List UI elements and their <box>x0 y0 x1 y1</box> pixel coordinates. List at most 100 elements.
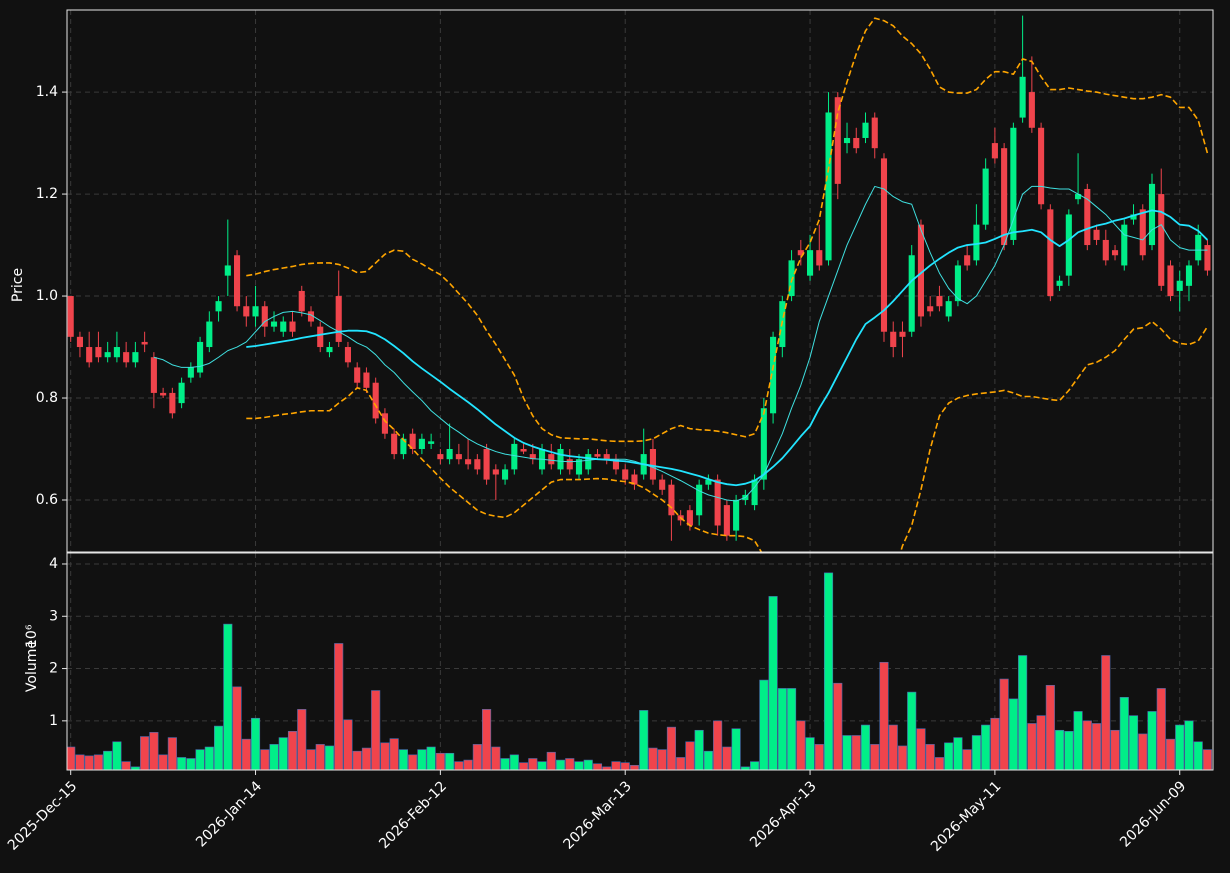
volume-bar <box>1064 731 1074 770</box>
volume-bar <box>343 719 353 770</box>
volume-bar <box>897 745 908 770</box>
candle-body <box>104 352 111 358</box>
volume-bar <box>75 754 85 770</box>
candle-body <box>603 454 610 460</box>
volume-bar <box>435 752 445 770</box>
volume-bar <box>140 736 150 770</box>
candle-body <box>853 137 860 149</box>
volume-bar <box>186 758 196 770</box>
candle-body <box>372 382 379 419</box>
volume-bar <box>565 758 575 770</box>
volume-bar <box>500 758 510 770</box>
x-tick-label: 2026-May-11 <box>928 778 1005 855</box>
volume-bar <box>324 745 335 770</box>
volume-bar <box>1045 684 1055 770</box>
candle-body <box>446 449 453 460</box>
candle-body <box>261 306 268 327</box>
volume-bar <box>555 759 566 770</box>
candle-body <box>67 296 74 337</box>
volume-bar <box>528 758 538 770</box>
volume-bar <box>278 737 288 770</box>
volume-bar <box>583 759 593 770</box>
candle-body <box>880 158 888 332</box>
volume-bar <box>611 761 621 770</box>
volume-bar <box>602 766 612 770</box>
candle-body <box>335 296 342 342</box>
candle-body <box>1176 280 1183 291</box>
candle-body <box>1139 209 1146 256</box>
volume-bar <box>149 732 159 770</box>
volume-tick-label: 1 <box>49 713 58 729</box>
candle-body <box>344 347 352 363</box>
volume-bar <box>1101 655 1111 770</box>
candle-body <box>834 97 841 184</box>
volume-bar <box>389 738 399 770</box>
candle-body <box>1195 234 1202 261</box>
volume-bar <box>445 752 455 770</box>
candle-body <box>770 336 777 414</box>
volume-bar <box>592 763 603 770</box>
volume-bar <box>805 737 815 770</box>
x-tick-label: 2026-Jan-14 <box>193 778 265 850</box>
candle-body <box>991 143 998 159</box>
candle-body <box>954 265 961 302</box>
candle-body <box>1121 224 1128 266</box>
volume-bar <box>685 741 695 770</box>
candle-body <box>197 341 204 373</box>
candle-body <box>1148 183 1156 246</box>
candle-body <box>298 290 305 312</box>
volume-bar <box>907 691 917 770</box>
volume-bar <box>334 643 344 770</box>
candle-body <box>428 441 435 444</box>
candle-body <box>862 122 869 138</box>
volume-bar <box>130 766 140 770</box>
candle-body <box>1111 250 1119 256</box>
candle-body <box>1047 209 1054 297</box>
candle-body <box>760 408 767 480</box>
volume-bar <box>990 717 1000 770</box>
candle-body <box>1167 265 1174 297</box>
candle-body <box>1084 188 1091 246</box>
volume-bar <box>352 750 362 770</box>
volume-bar <box>953 737 963 770</box>
volume-bar <box>121 761 131 770</box>
volume-bar <box>546 751 556 770</box>
volume-bar <box>657 749 667 770</box>
volume-bar <box>1110 729 1120 770</box>
candle-body <box>455 454 462 460</box>
grid <box>62 10 1213 775</box>
candle-body <box>797 250 804 256</box>
candle-body <box>705 479 712 485</box>
candle-body <box>1038 127 1045 205</box>
volume-bar <box>177 757 187 770</box>
volume-bar <box>1027 723 1037 770</box>
volume-bar <box>417 749 427 770</box>
candle-body <box>215 301 222 312</box>
candle-body <box>252 306 259 317</box>
volume-bar <box>1082 720 1092 770</box>
volume-bar <box>195 749 205 770</box>
overlay-line <box>246 17 1209 443</box>
volume-bar <box>842 735 852 770</box>
candle-body <box>520 449 527 452</box>
candle-body <box>696 484 703 516</box>
candle-body <box>612 459 620 470</box>
x-tick-label: 2025-Dec-15 <box>5 778 80 853</box>
candle-body <box>622 469 629 480</box>
volume-bar <box>463 759 473 770</box>
candle-body <box>1102 239 1109 261</box>
volume-bar <box>694 729 704 770</box>
volume-bar <box>676 757 686 770</box>
volume-bar <box>1018 655 1028 770</box>
overlay-lines <box>153 17 1209 552</box>
y-tick-label: 0.6 <box>36 492 58 508</box>
candle-body <box>132 352 139 363</box>
candle-body <box>95 347 102 358</box>
volume-bar <box>971 735 981 770</box>
candle-body <box>733 499 740 531</box>
volume-bars <box>67 572 1213 770</box>
volume-bar <box>297 709 307 770</box>
volume-bar <box>1184 720 1194 770</box>
candle-body <box>363 372 370 388</box>
volume-bar <box>934 757 944 770</box>
